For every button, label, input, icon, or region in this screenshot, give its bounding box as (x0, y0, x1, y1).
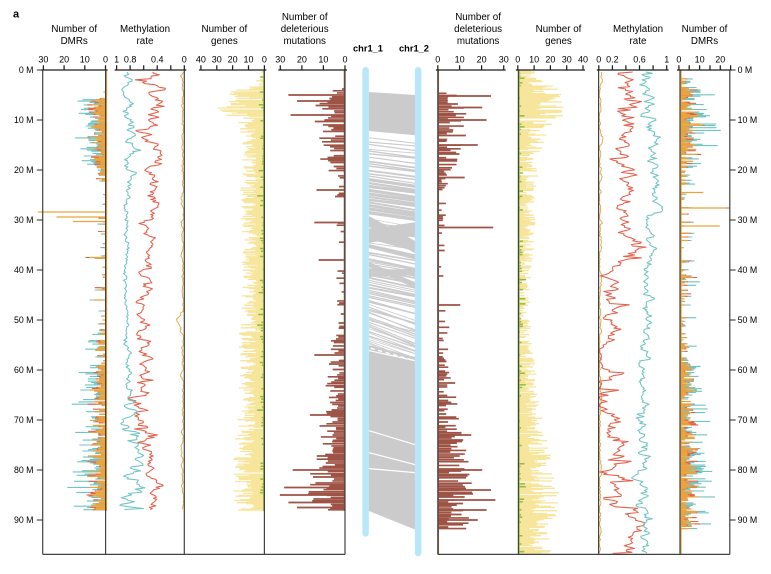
svg-text:Number of: Number of (536, 24, 582, 35)
svg-text:30: 30 (38, 55, 48, 65)
svg-text:Number of: Number of (202, 24, 248, 35)
svg-text:0: 0 (435, 55, 440, 65)
svg-text:20: 20 (59, 55, 69, 65)
svg-text:80 M: 80 M (738, 465, 758, 475)
svg-text:0: 0 (515, 55, 520, 65)
svg-text:Methylation: Methylation (120, 24, 170, 35)
svg-text:Number of: Number of (282, 12, 328, 23)
svg-text:20: 20 (297, 55, 307, 65)
svg-text:40: 40 (578, 55, 588, 65)
svg-text:10 M: 10 M (14, 115, 34, 125)
svg-text:1: 1 (114, 55, 119, 65)
svg-text:chr1_1: chr1_1 (353, 44, 383, 54)
svg-text:90 M: 90 M (14, 515, 34, 525)
svg-text:10 M: 10 M (738, 115, 758, 125)
svg-text:80 M: 80 M (14, 465, 34, 475)
svg-text:20: 20 (477, 55, 487, 65)
svg-text:0: 0 (262, 55, 267, 65)
svg-text:40 M: 40 M (738, 265, 758, 275)
svg-text:10: 10 (80, 55, 90, 65)
svg-text:0 M: 0 M (738, 65, 753, 75)
svg-text:genes: genes (211, 36, 238, 47)
svg-text:0.2: 0.2 (606, 55, 619, 65)
svg-text:20: 20 (228, 55, 238, 65)
svg-text:0: 0 (182, 55, 187, 65)
svg-text:60 M: 60 M (738, 365, 758, 375)
svg-text:50 M: 50 M (738, 315, 758, 325)
svg-text:10: 10 (529, 55, 539, 65)
svg-text:mutations: mutations (457, 36, 500, 47)
svg-text:30 M: 30 M (14, 215, 34, 225)
svg-text:20 M: 20 M (738, 165, 758, 175)
svg-text:0: 0 (103, 55, 108, 65)
svg-text:40 M: 40 M (14, 265, 34, 275)
svg-text:40: 40 (196, 55, 206, 65)
svg-text:0.6: 0.6 (633, 55, 646, 65)
svg-text:deleterious: deleterious (281, 24, 329, 35)
svg-text:30: 30 (562, 55, 572, 65)
svg-text:0: 0 (676, 55, 681, 65)
svg-text:10: 10 (243, 55, 253, 65)
svg-text:chr1_2: chr1_2 (399, 44, 429, 54)
svg-text:rate: rate (137, 36, 154, 47)
svg-text:0: 0 (342, 55, 347, 65)
svg-text:30 M: 30 M (738, 215, 758, 225)
svg-text:50 M: 50 M (14, 315, 34, 325)
svg-text:Number of: Number of (455, 12, 501, 23)
svg-text:deleterious: deleterious (454, 24, 502, 35)
svg-text:20 M: 20 M (14, 165, 34, 175)
svg-text:Number of: Number of (51, 24, 97, 35)
svg-text:30: 30 (212, 55, 222, 65)
svg-text:1: 1 (664, 55, 669, 65)
svg-text:0.8: 0.8 (124, 55, 137, 65)
svg-text:0 M: 0 M (19, 65, 34, 75)
svg-text:70 M: 70 M (14, 415, 34, 425)
svg-text:a: a (13, 9, 20, 21)
svg-text:genes: genes (545, 36, 572, 47)
svg-text:0: 0 (596, 55, 601, 65)
svg-text:90 M: 90 M (738, 515, 758, 525)
svg-text:DMRs: DMRs (61, 36, 88, 47)
svg-text:Methylation: Methylation (613, 24, 663, 35)
svg-text:30: 30 (499, 55, 509, 65)
svg-text:10: 10 (455, 55, 465, 65)
svg-text:0.4: 0.4 (151, 55, 164, 65)
svg-text:30: 30 (275, 55, 285, 65)
svg-text:DMRs: DMRs (691, 36, 718, 47)
svg-text:rate: rate (630, 36, 647, 47)
svg-text:60 M: 60 M (14, 365, 34, 375)
svg-text:10: 10 (318, 55, 328, 65)
svg-text:Number of: Number of (682, 24, 728, 35)
svg-text:70 M: 70 M (738, 415, 758, 425)
svg-text:20: 20 (715, 55, 725, 65)
svg-text:20: 20 (545, 55, 555, 65)
svg-text:10: 10 (695, 55, 705, 65)
svg-text:mutations: mutations (283, 36, 326, 47)
